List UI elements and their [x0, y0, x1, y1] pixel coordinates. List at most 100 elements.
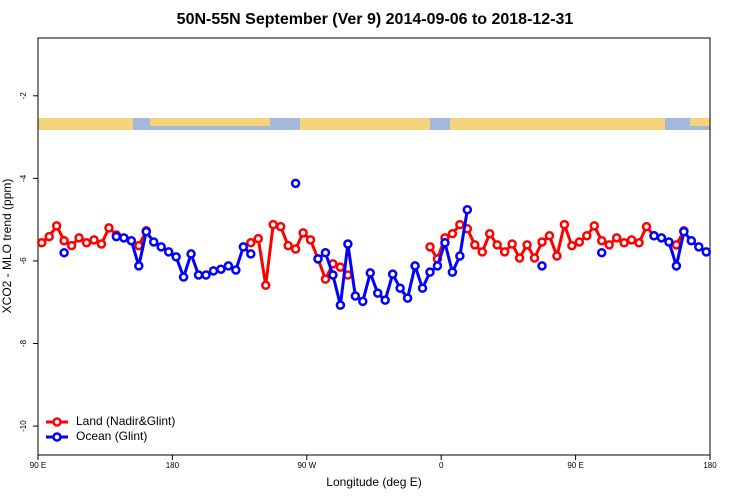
point — [671, 261, 682, 271]
point — [417, 283, 428, 293]
point — [462, 205, 473, 215]
point — [596, 235, 607, 246]
point — [36, 238, 47, 248]
legend-marker — [52, 432, 62, 442]
point — [193, 270, 204, 280]
point — [455, 219, 465, 230]
point — [425, 242, 435, 252]
y-tick-label: -6 — [19, 257, 28, 265]
y-tick-label: -4 — [19, 174, 28, 182]
point — [290, 178, 301, 189]
point — [455, 251, 465, 261]
point — [283, 240, 293, 251]
point — [402, 293, 413, 303]
point — [66, 240, 77, 251]
point — [290, 244, 301, 254]
x-axis-label: Longitude (deg E) — [326, 475, 421, 489]
point — [477, 247, 488, 257]
point — [619, 238, 629, 248]
point — [694, 242, 704, 252]
x-tick-label: 90 E — [30, 461, 46, 470]
point — [208, 266, 219, 276]
point — [313, 254, 323, 264]
point — [268, 219, 278, 230]
point — [201, 270, 211, 280]
point — [380, 295, 390, 305]
point — [537, 261, 547, 271]
point — [529, 253, 540, 263]
point — [574, 237, 585, 247]
point — [305, 235, 316, 245]
point — [567, 240, 577, 251]
point — [223, 261, 234, 271]
point — [156, 242, 166, 252]
chart-title: 50N-55N September (Ver 9) 2014-09-06 to … — [177, 11, 574, 28]
point — [559, 219, 570, 230]
point — [51, 221, 62, 231]
point — [231, 265, 241, 275]
point — [141, 226, 152, 237]
point — [701, 247, 712, 257]
y-tick-label: -10 — [19, 420, 28, 432]
point — [320, 247, 331, 258]
point — [552, 251, 562, 261]
point — [522, 240, 532, 250]
point — [163, 247, 174, 257]
point — [507, 239, 517, 249]
point — [634, 238, 644, 248]
point — [671, 240, 682, 250]
point — [343, 239, 353, 249]
point — [148, 237, 159, 247]
point — [178, 272, 189, 282]
point — [253, 233, 264, 244]
point — [238, 242, 249, 252]
point — [246, 249, 256, 259]
point — [298, 228, 308, 238]
point — [589, 221, 600, 231]
point — [544, 231, 555, 241]
point — [81, 238, 92, 248]
y-tick-label: -8 — [19, 339, 28, 347]
x-tick-label: 90 W — [297, 461, 316, 470]
point — [410, 261, 420, 271]
point — [111, 231, 122, 242]
point — [186, 249, 196, 259]
point — [260, 280, 271, 291]
point — [59, 235, 69, 246]
point — [596, 247, 607, 258]
point — [365, 268, 376, 278]
map-strip — [38, 118, 710, 130]
legend-label: Ocean (Glint) — [76, 429, 147, 443]
point — [216, 264, 226, 274]
point — [499, 247, 510, 257]
point — [372, 288, 383, 298]
point — [171, 252, 181, 262]
point — [582, 231, 592, 241]
point — [387, 269, 398, 279]
point — [44, 231, 54, 242]
point — [246, 238, 256, 248]
point — [425, 267, 435, 277]
x-tick-label: 0 — [439, 461, 444, 470]
series-line — [116, 209, 708, 306]
point — [275, 221, 286, 232]
point — [686, 235, 697, 246]
legend-label: Land (Nadir&Glint) — [76, 414, 175, 428]
point — [104, 223, 114, 233]
point — [470, 240, 480, 250]
y-axis-label: XCO2 - MLO trend (ppm) — [0, 179, 14, 314]
x-tick-label: 180 — [703, 461, 717, 470]
y-tick-label: -2 — [19, 92, 28, 100]
point — [320, 274, 331, 284]
point — [89, 235, 99, 245]
point — [96, 239, 107, 249]
point — [604, 240, 614, 250]
point — [328, 270, 338, 280]
point — [664, 237, 674, 247]
point — [74, 233, 84, 243]
point — [335, 262, 346, 272]
point — [126, 235, 137, 246]
point — [679, 226, 689, 237]
point — [514, 253, 525, 263]
